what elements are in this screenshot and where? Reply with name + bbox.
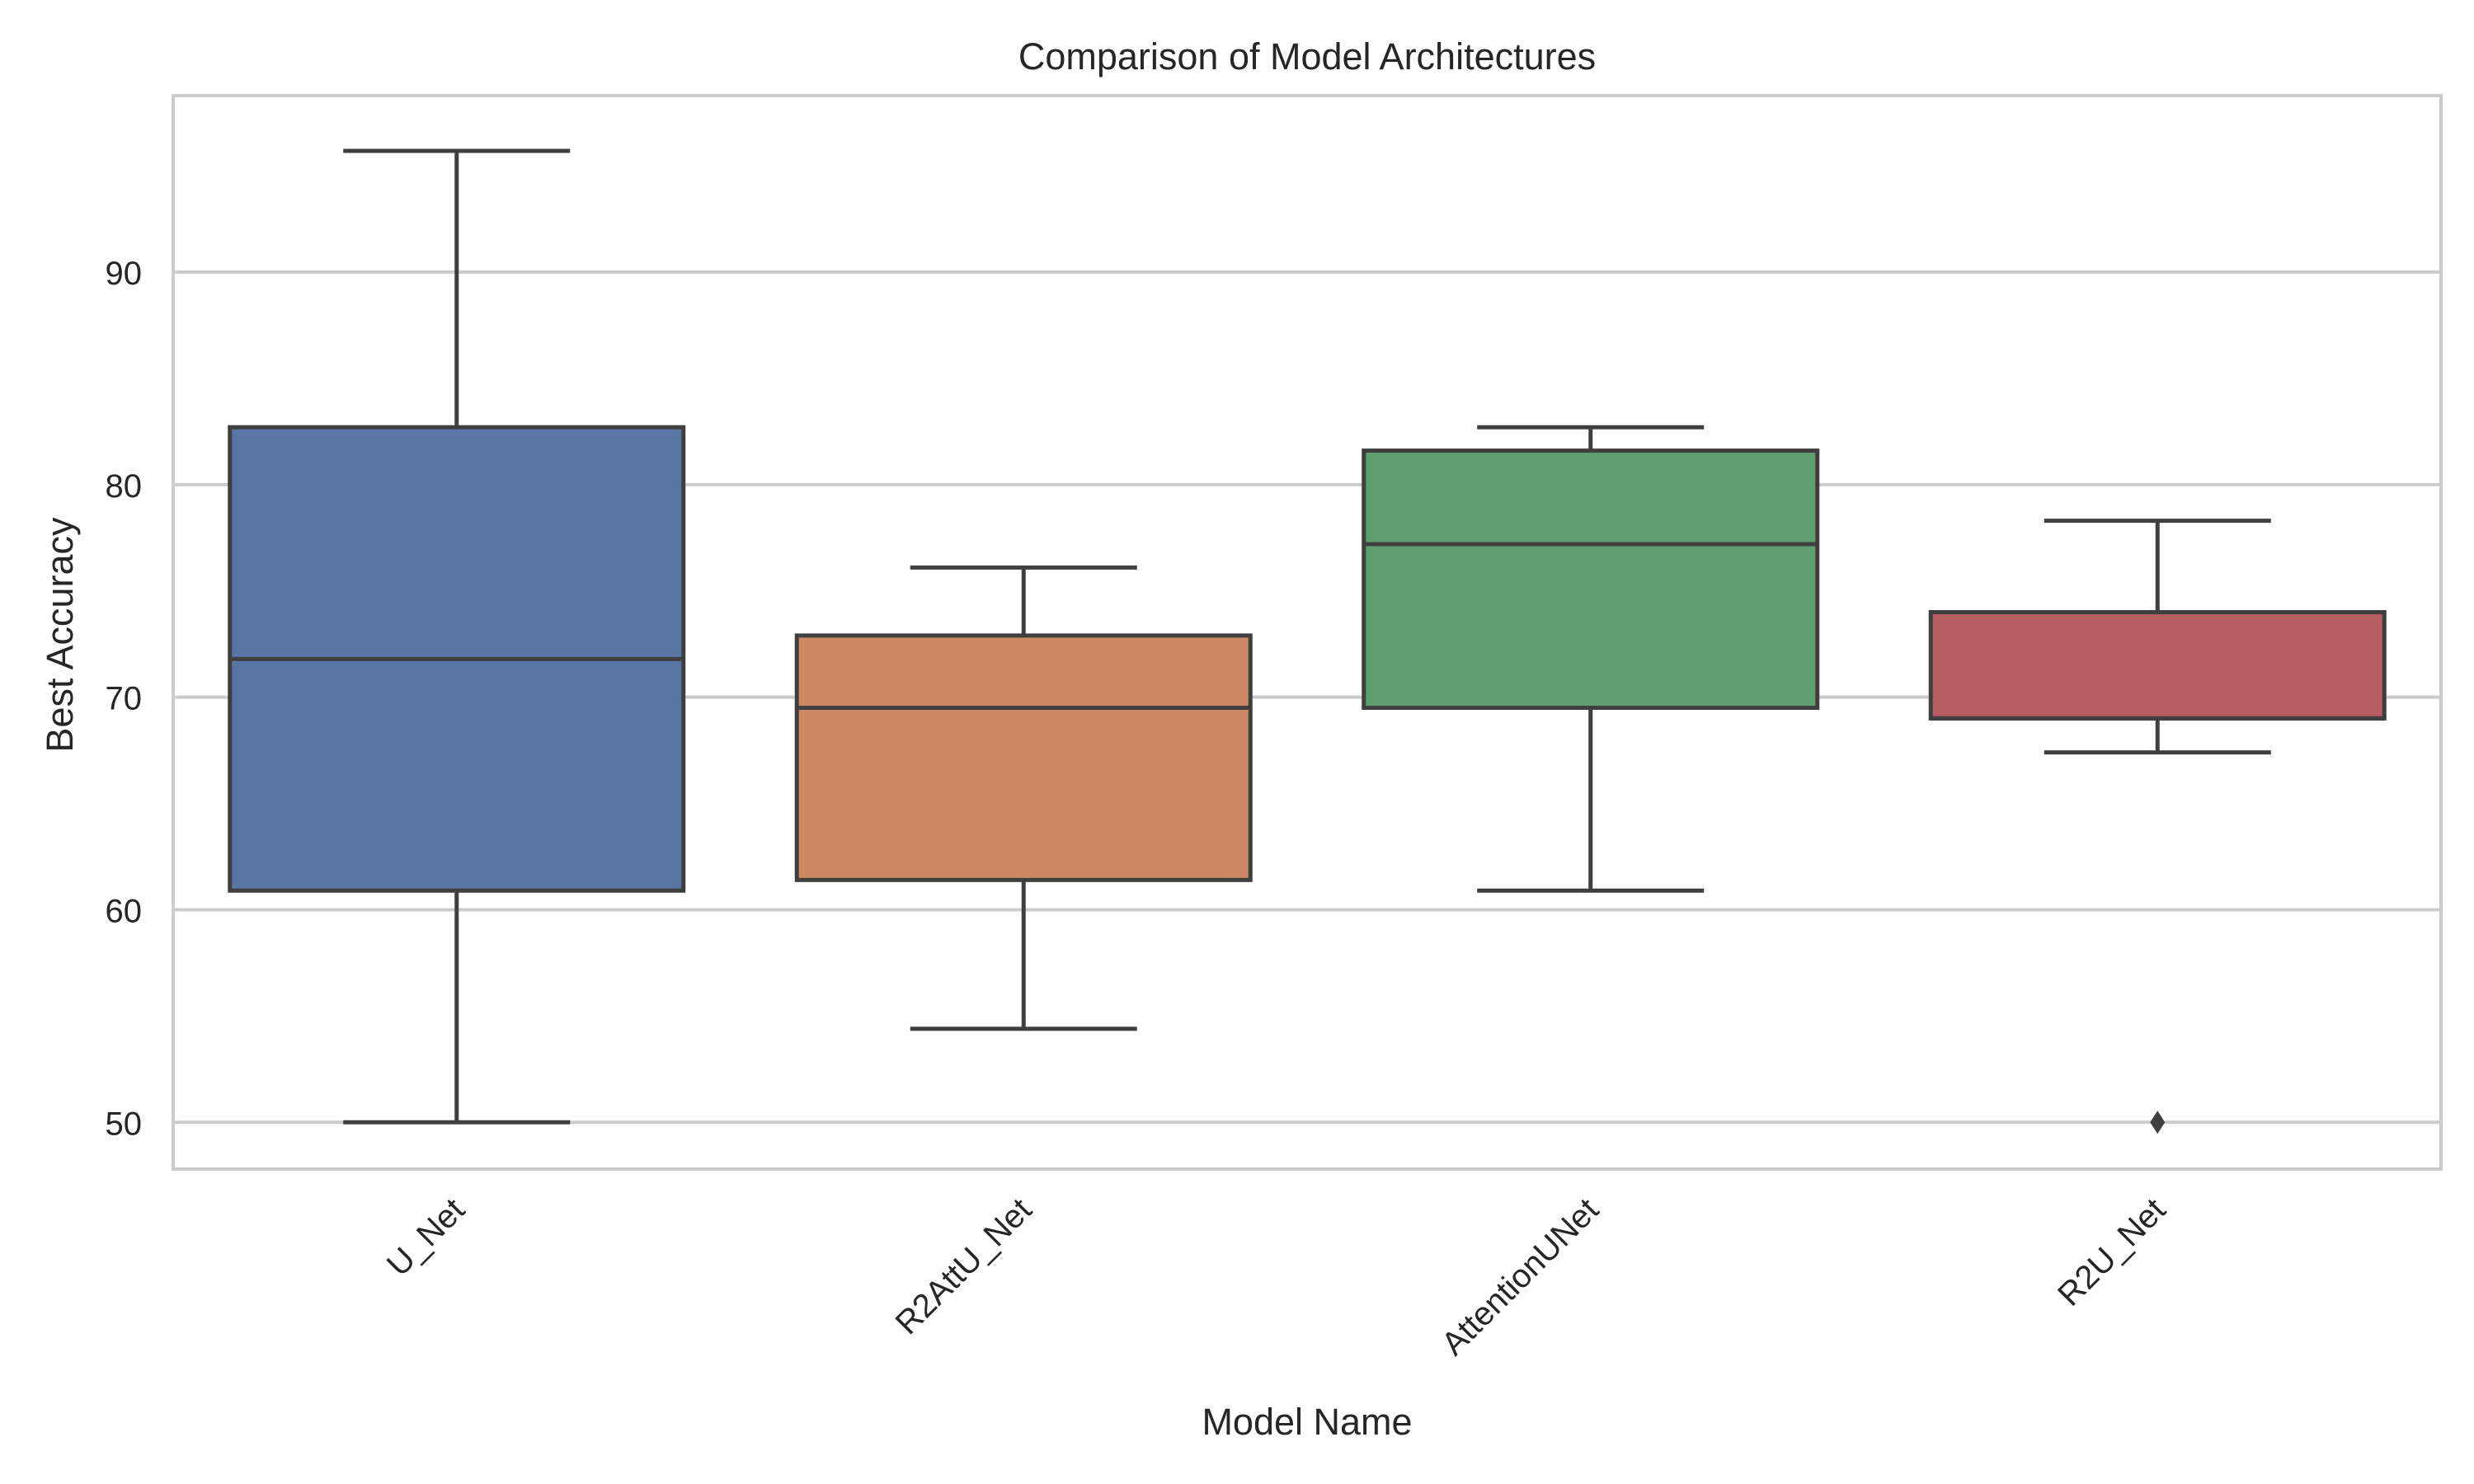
box-R2U_Net xyxy=(1928,519,2387,1134)
y-axis-label: Best Accuracy xyxy=(39,517,81,753)
box-AttentionUNet xyxy=(1362,425,1820,893)
iqr-box xyxy=(1928,610,2387,721)
y-tick-label: 70 xyxy=(106,681,143,717)
x-axis-label: Model Name xyxy=(1202,1401,1412,1443)
y-tick-labels: 50 60 70 80 90 xyxy=(106,256,143,1142)
y-tick-label: 90 xyxy=(106,256,143,292)
outlier-point xyxy=(2150,1111,2166,1134)
iqr-box xyxy=(794,633,1253,882)
boxes xyxy=(228,148,2387,1134)
y-tick-label: 80 xyxy=(106,468,143,505)
plot-frame xyxy=(172,94,2443,1171)
box-U_Net xyxy=(228,148,686,1125)
chart-title: Comparison of Model Architectures xyxy=(1018,35,1596,77)
iqr-box xyxy=(1362,448,1820,711)
y-tick-label: 50 xyxy=(106,1106,143,1142)
y-tick-label: 60 xyxy=(106,893,143,929)
box-R2AttU_Net xyxy=(794,565,1253,1031)
